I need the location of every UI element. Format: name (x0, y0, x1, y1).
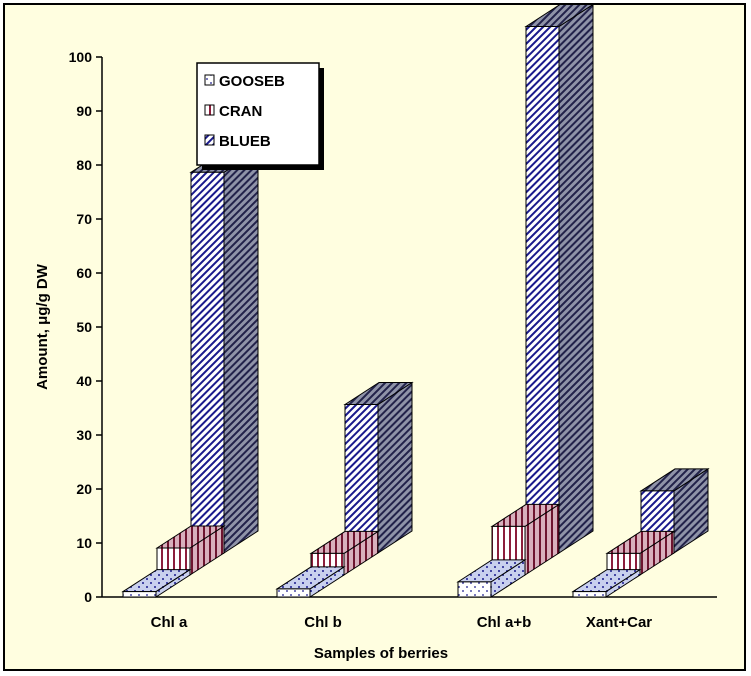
x-tick-label: Chl a+b (477, 614, 532, 631)
y-tick-label: 80 (76, 157, 92, 173)
y-tick-label: 60 (76, 265, 92, 281)
legend-swatch-gooseb (204, 74, 215, 86)
x-tick-label: Chl b (304, 614, 342, 631)
x-tick-label: Xant+Car (586, 614, 652, 631)
y-tick-label: 40 (76, 373, 92, 389)
y-tick-label: 100 (69, 49, 93, 65)
legend-label-cran: CRAN (219, 103, 262, 120)
chart-frame: 0 10 20 30 40 50 60 70 80 90 100 Chl a Chl b Chl a+b X… (3, 3, 746, 671)
bar-blueb-chl-a-b (525, 26, 560, 554)
legend-label-gooseb: GOOSEB (219, 73, 285, 90)
y-tick-label: 10 (76, 535, 92, 551)
y-tick-label: 90 (76, 103, 92, 119)
bar-side-blueb-chl-a (223, 149, 259, 554)
legend-label-blueb: BLUEB (219, 133, 271, 150)
legend-swatch-blueb (204, 134, 215, 146)
bar-blueb-chl-a (190, 171, 225, 554)
bar-blueb-chl-b (344, 404, 379, 554)
legend (196, 62, 320, 166)
y-tick-label: 30 (76, 427, 92, 443)
y-tick-label: 50 (76, 319, 92, 335)
x-tick-label: Chl a (151, 614, 188, 631)
bar-side-blueb-chl-a-b (558, 3, 594, 554)
y-tick-label: 0 (84, 589, 92, 605)
bar-gooseb-xant-car (572, 591, 607, 598)
bar-gooseb-chl-b (276, 588, 311, 598)
y-tick-label: 70 (76, 211, 92, 227)
bar-gooseb-chl-a (122, 591, 157, 598)
chart: 0 10 20 30 40 50 60 70 80 90 100 Chl a Chl b Chl a+b X… (34, 3, 717, 662)
legend-swatch-cran (204, 104, 215, 116)
bar-gooseb-chl-a-b (457, 581, 492, 598)
y-tick-label: 20 (76, 481, 92, 497)
y-axis-title: Amount, μg/g DW (34, 263, 51, 390)
x-axis-title: Samples of berries (314, 645, 448, 662)
bar-side-blueb-chl-b (377, 381, 413, 554)
